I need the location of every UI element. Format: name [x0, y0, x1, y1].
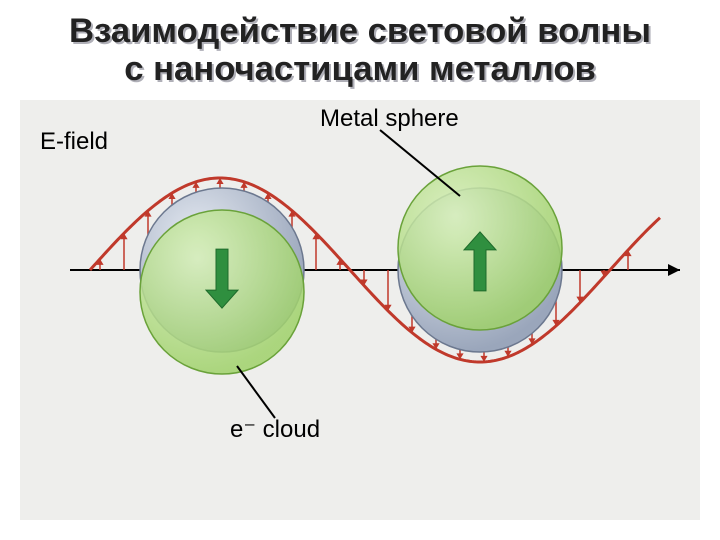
diagram-container: E-field Metal sphere e⁻ cloud	[20, 100, 700, 520]
label-metal-sphere: Metal sphere	[320, 105, 459, 133]
label-ecloud: e⁻ cloud	[230, 415, 320, 444]
label-efield: E-field	[40, 128, 108, 156]
slide-title: Взаимодействие световой волны с наночаст…	[0, 0, 720, 88]
plasmon-diagram	[20, 100, 700, 520]
